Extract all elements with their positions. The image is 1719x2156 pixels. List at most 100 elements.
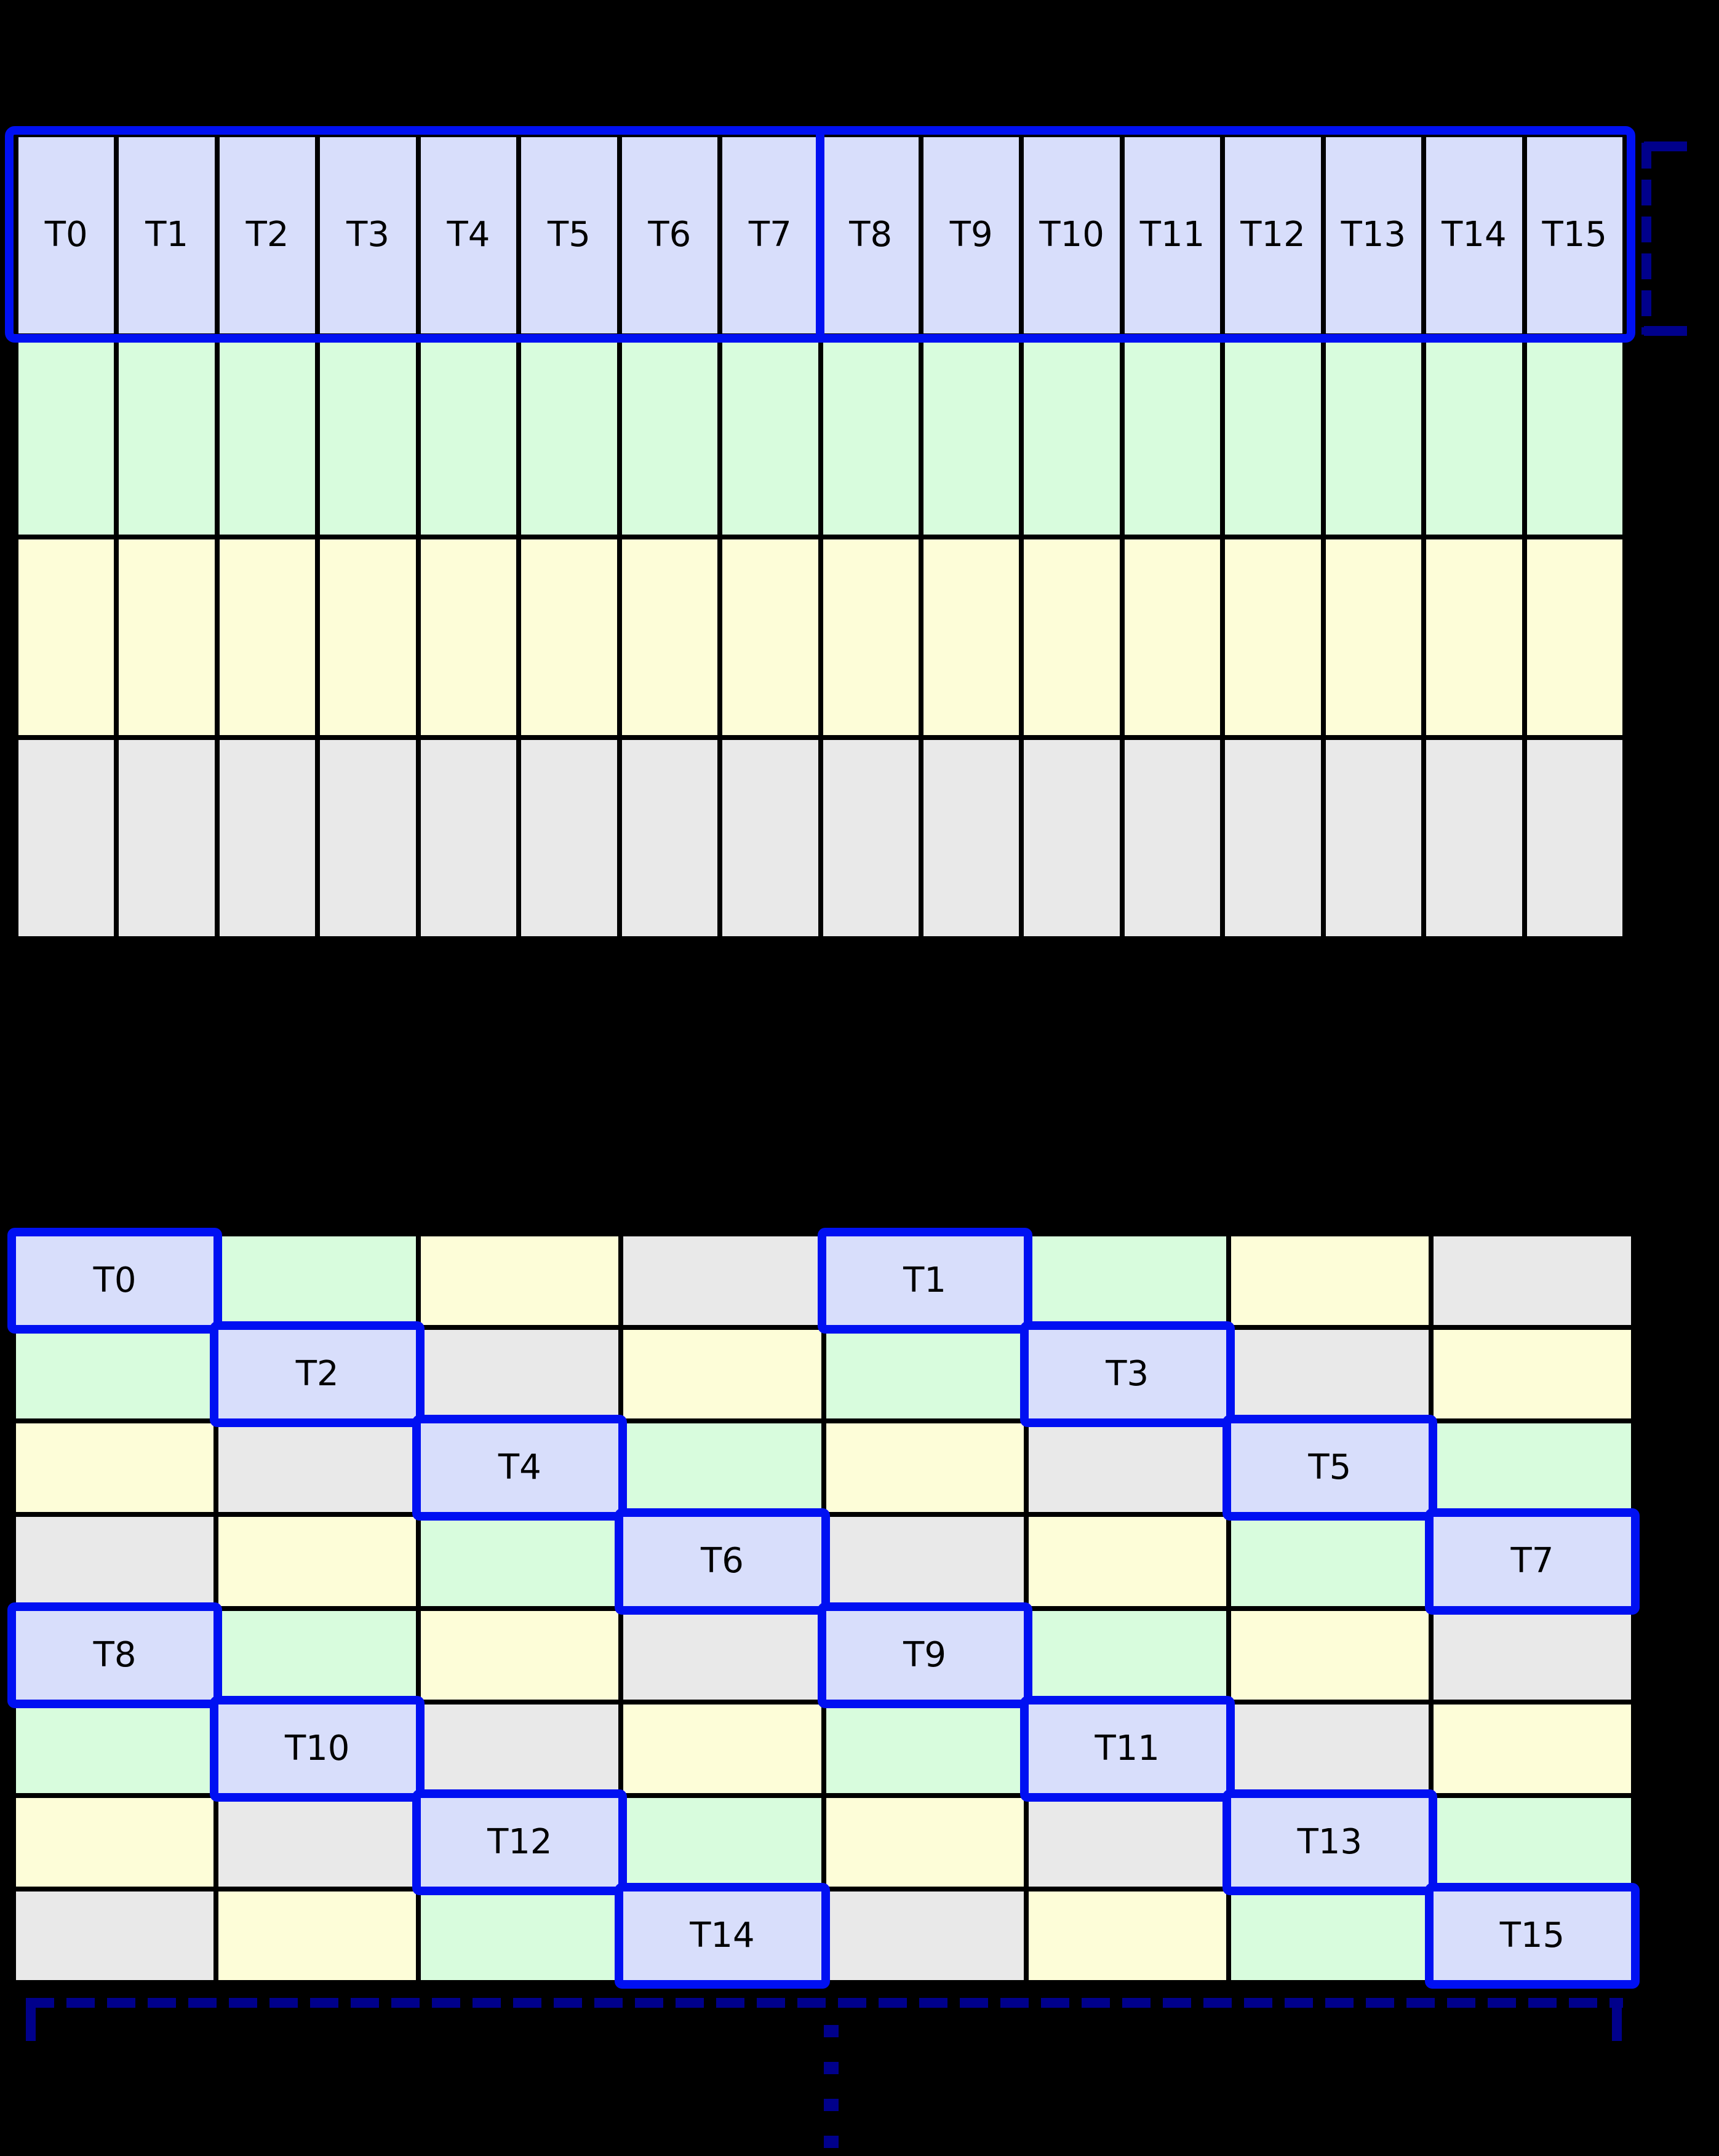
memory-bank-cell bbox=[823, 338, 919, 535]
thread-label: T10 bbox=[1039, 215, 1104, 255]
memory-bank-cell bbox=[923, 740, 1019, 936]
swizzled-bank-cell bbox=[623, 1423, 821, 1513]
swizzled-bank-cell bbox=[623, 1797, 821, 1887]
memory-bank-cell bbox=[320, 338, 416, 535]
memory-bank-cell bbox=[119, 338, 215, 535]
memory-bank-cell bbox=[1325, 740, 1422, 936]
swizzled-bank-cell bbox=[623, 1610, 821, 1700]
memory-bank-cell bbox=[18, 740, 114, 936]
swizzled-bank-cell bbox=[826, 1517, 1024, 1606]
memory-bank-cell bbox=[1426, 338, 1522, 535]
thread-label: T2 bbox=[295, 1354, 339, 1394]
memory-bank-cell bbox=[521, 539, 617, 736]
memory-bank-cell bbox=[521, 338, 617, 535]
swizzled-bank-cell bbox=[623, 1330, 821, 1419]
swizzled-thread-cell: T9 bbox=[817, 1602, 1032, 1708]
swizzled-bank-cell bbox=[1433, 1423, 1631, 1513]
memory-bank-cell bbox=[420, 539, 517, 736]
swizzled-thread-cell: T5 bbox=[1222, 1415, 1437, 1521]
memory-bank-cell bbox=[119, 740, 215, 936]
swizzled-bank-cell bbox=[1433, 1797, 1631, 1887]
swizzled-bank-cell bbox=[218, 1797, 417, 1887]
swizzled-bank-cell bbox=[16, 1797, 214, 1887]
memory-bank-cell bbox=[923, 539, 1019, 736]
thread-cell: T7 bbox=[722, 137, 818, 333]
thread-label: T6 bbox=[648, 215, 692, 255]
thread-label: T2 bbox=[245, 215, 289, 255]
memory-bank-cell bbox=[1526, 740, 1622, 936]
thread-label: T8 bbox=[849, 215, 893, 255]
memory-bank-cell bbox=[722, 539, 818, 736]
swizzled-bank-cell bbox=[1028, 1891, 1226, 1980]
thread-label: T12 bbox=[1240, 215, 1306, 255]
swizzled-bank-cell bbox=[218, 1610, 417, 1700]
memory-bank-cell bbox=[923, 338, 1019, 535]
thread-cell: T12 bbox=[1225, 137, 1321, 333]
swizzled-bank-cell bbox=[1230, 1330, 1429, 1419]
thread-label: T4 bbox=[498, 1447, 541, 1488]
thread-label: T8 bbox=[93, 1634, 137, 1675]
memory-bank-cell bbox=[1024, 740, 1120, 936]
grid-width-bracket-icon bbox=[26, 1998, 1623, 2041]
swizzled-bank-cell bbox=[1433, 1236, 1631, 1326]
thread-cell: T6 bbox=[621, 137, 718, 333]
thread-label: T7 bbox=[748, 215, 792, 255]
memory-bank-cell bbox=[823, 539, 919, 736]
swizzled-thread-cell: T12 bbox=[412, 1789, 628, 1895]
swizzled-thread-cell: T11 bbox=[1019, 1695, 1235, 1802]
memory-bank-cell bbox=[1024, 539, 1120, 736]
swizzled-thread-cell: T0 bbox=[7, 1228, 223, 1334]
swizzled-bank-cell bbox=[421, 1704, 619, 1793]
memory-bank-cell bbox=[1526, 338, 1622, 535]
thread-label: T0 bbox=[93, 1260, 137, 1301]
thread-label: T3 bbox=[1106, 1354, 1149, 1394]
swizzled-bank-cell bbox=[623, 1236, 821, 1326]
thread-label: T4 bbox=[447, 215, 490, 255]
memory-bank-cell bbox=[420, 740, 517, 936]
thread-cell: T14 bbox=[1426, 137, 1522, 333]
swizzled-bank-cell bbox=[1230, 1236, 1429, 1326]
thread-label: T5 bbox=[1308, 1447, 1352, 1488]
thread-label: T14 bbox=[1442, 215, 1507, 255]
swizzled-bank-cell bbox=[421, 1891, 619, 1980]
memory-bank-cell bbox=[1124, 539, 1221, 736]
swizzled-bank-cell bbox=[218, 1517, 417, 1606]
thread-cell: T10 bbox=[1024, 137, 1120, 333]
thread-label: T15 bbox=[1499, 1915, 1565, 1955]
swizzled-bank-cell bbox=[16, 1330, 214, 1419]
memory-bank-cell bbox=[1526, 539, 1622, 736]
swizzled-bank-cell bbox=[421, 1517, 619, 1606]
thread-label: T7 bbox=[1510, 1541, 1554, 1581]
thread-label: T9 bbox=[949, 215, 993, 255]
thread-label: T13 bbox=[1341, 215, 1406, 255]
swizzled-thread-cell: T6 bbox=[615, 1508, 830, 1615]
memory-bank-cell bbox=[1225, 539, 1321, 736]
swizzled-bank-cell bbox=[1230, 1891, 1429, 1980]
memory-bank-cell bbox=[219, 539, 316, 736]
swizzled-access-grid: T0 T1 T2 T3 T4 T5 T6 T7 T8 T9 T10 T11 T12 T13 T14 T15 bbox=[7, 1228, 1640, 1989]
swizzled-bank-cell bbox=[1028, 1517, 1226, 1606]
memory-bank-cell bbox=[219, 338, 316, 535]
swizzled-bank-cell bbox=[1433, 1704, 1631, 1793]
thread-cell: T0 bbox=[18, 137, 114, 333]
memory-bank-cell bbox=[722, 740, 818, 936]
thread-cell: T5 bbox=[521, 137, 617, 333]
thread-label: T9 bbox=[903, 1634, 946, 1675]
memory-bank-cell bbox=[1325, 539, 1422, 736]
memory-bank-cell bbox=[1225, 740, 1321, 936]
swizzled-thread-cell: T2 bbox=[210, 1321, 425, 1428]
swizzled-bank-cell bbox=[16, 1423, 214, 1513]
thread-label: T12 bbox=[487, 1821, 552, 1862]
memory-bank-cell bbox=[1024, 338, 1120, 535]
thread-label: T1 bbox=[145, 215, 189, 255]
thread-cell: T13 bbox=[1325, 137, 1422, 333]
swizzled-thread-cell: T10 bbox=[210, 1695, 425, 1802]
thread-label: T14 bbox=[690, 1915, 755, 1955]
swizzled-bank-cell bbox=[1028, 1236, 1226, 1326]
memory-bank-cell bbox=[1426, 539, 1522, 736]
memory-bank-cell bbox=[119, 539, 215, 736]
thread-cell: T4 bbox=[420, 137, 517, 333]
thread-label: T15 bbox=[1542, 215, 1608, 255]
swizzled-bank-cell bbox=[421, 1330, 619, 1419]
swizzled-bank-cell bbox=[1433, 1330, 1631, 1419]
